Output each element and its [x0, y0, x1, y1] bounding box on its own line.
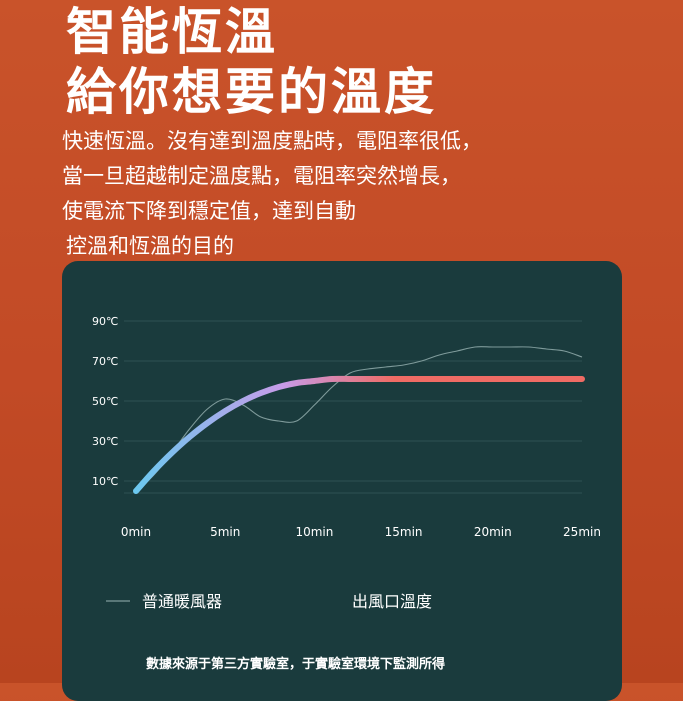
x-tick-label: 15min — [385, 525, 423, 539]
chart-card: 90℃ 70℃ 50℃ 30℃ 10℃ 0min 5min 10min 15min 20min 2… — [62, 261, 622, 701]
y-tick-label: 70℃ — [92, 355, 118, 368]
headline: 智能恆溫 給你想要的溫度 — [66, 2, 437, 122]
description-line-3: 使電流下降到穩定值，達到自動 — [62, 199, 356, 223]
legend: 普通暖風器 出風口溫度 — [106, 592, 432, 611]
y-tick-label: 90℃ — [92, 315, 118, 328]
grid — [124, 320, 582, 494]
headline-line-2: 給你想要的溫度 — [66, 63, 437, 121]
legend-label-outlet: 出風口溫度 — [352, 592, 432, 611]
y-tick-label: 50℃ — [92, 395, 118, 408]
description-line-2: 當一旦超越制定溫度點，電阻率突然增長， — [62, 164, 461, 188]
description-line-1: 快速恆溫。沒有達到溫度點時，電阻率很低， — [62, 129, 482, 153]
temperature-chart: 90℃ 70℃ 50℃ 30℃ 10℃ 0min 5min 10min 15min 20min 2… — [92, 315, 601, 611]
data-source-note: 數據來源于第三方實驗室，于實驗室環境下監測所得 — [146, 657, 446, 672]
series-line-normal-heater — [135, 346, 583, 492]
headline-line-1: 智能恆溫 — [66, 3, 278, 61]
x-tick-label: 10min — [295, 525, 333, 539]
x-tick-label: 5min — [210, 525, 240, 539]
legend-label-normal: 普通暖風器 — [142, 592, 222, 611]
description-line-4: 控溫和恆溫的目的 — [66, 234, 234, 258]
series-line-outlet-temperature — [133, 375, 585, 494]
x-axis-ticks: 0min 5min 10min 15min 20min 25min — [121, 525, 601, 539]
x-tick-label: 20min — [474, 525, 512, 539]
series — [133, 346, 585, 494]
description: 快速恆溫。沒有達到溫度點時，電阻率很低， 當一旦超越制定溫度點，電阻率突然增長，… — [62, 124, 482, 264]
x-tick-label: 25min — [563, 525, 601, 539]
y-tick-label: 10℃ — [92, 475, 118, 488]
y-axis-ticks: 90℃ 70℃ 50℃ 30℃ 10℃ — [92, 315, 118, 488]
x-tick-label: 0min — [121, 525, 151, 539]
y-tick-label: 30℃ — [92, 435, 118, 448]
